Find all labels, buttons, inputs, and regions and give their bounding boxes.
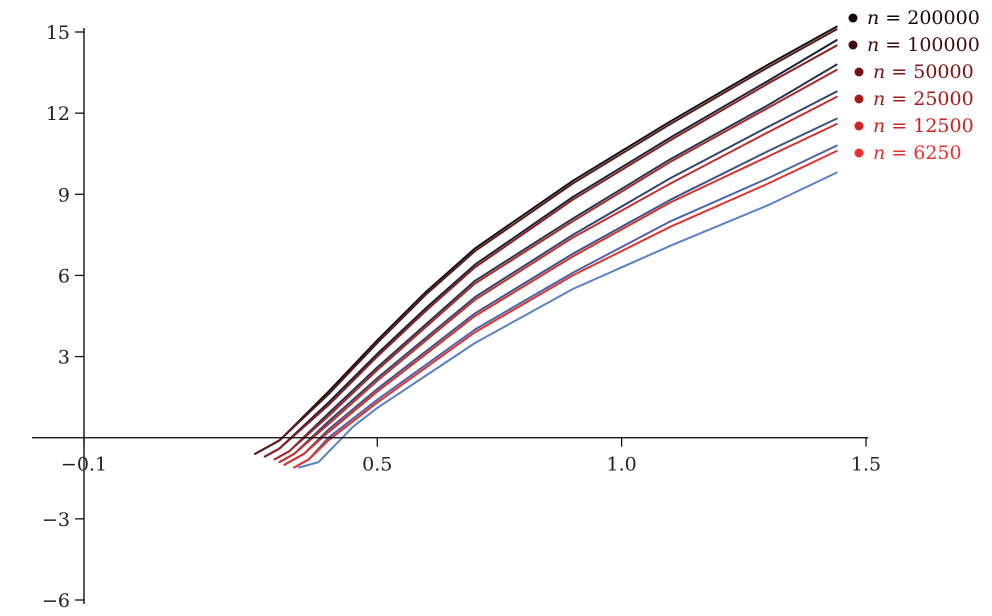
y-tick-label: 6: [58, 265, 70, 287]
series-line-5: [273, 63, 838, 461]
legend-marker: [854, 121, 864, 131]
legend-label: n = 100000: [867, 34, 980, 56]
series-line-4: [263, 44, 838, 458]
legend-marker: [854, 148, 864, 158]
series-line-7: [278, 90, 838, 464]
legend-marker: [848, 40, 858, 50]
legend-label: n = 6250: [873, 142, 962, 164]
legend-marker: [848, 13, 858, 23]
legend-marker: [854, 67, 864, 77]
y-tick-label: 12: [46, 103, 70, 125]
y-tick-label: −3: [42, 509, 70, 531]
legend-label: n = 200000: [867, 7, 980, 29]
x-tick-label: 1.5: [851, 454, 881, 476]
series-line-9: [283, 117, 838, 466]
legend-marker: [854, 94, 864, 104]
y-tick-label: −6: [42, 590, 70, 612]
series-line-3: [263, 39, 838, 458]
y-tick-label: 15: [46, 22, 70, 44]
series-line-11: [293, 144, 838, 469]
legend-label: n = 50000: [873, 61, 974, 83]
legend-label: n = 25000: [873, 88, 974, 110]
x-tick-label: 0.5: [362, 454, 392, 476]
series-line-2: [254, 28, 838, 455]
series-line-12: [293, 150, 838, 469]
series-line-8: [278, 95, 838, 464]
series-layer: [254, 25, 838, 469]
y-tick-label: 9: [58, 184, 70, 206]
y-tick-label: 3: [58, 347, 70, 369]
series-line-6: [273, 68, 838, 461]
series-line-10: [283, 123, 838, 466]
legend: n = 200000 n = 100000 n = 50000 n = 25000 n …: [848, 7, 980, 164]
axes-layer: −6 −3 3 6 9 12 15 −0.1 0.5 1.0 1.5: [32, 22, 881, 612]
series-line-13: [298, 171, 838, 469]
x-tick-label: 1.0: [607, 454, 637, 476]
legend-label: n = 12500: [873, 115, 974, 137]
x-tick-label: −0.1: [61, 454, 107, 476]
